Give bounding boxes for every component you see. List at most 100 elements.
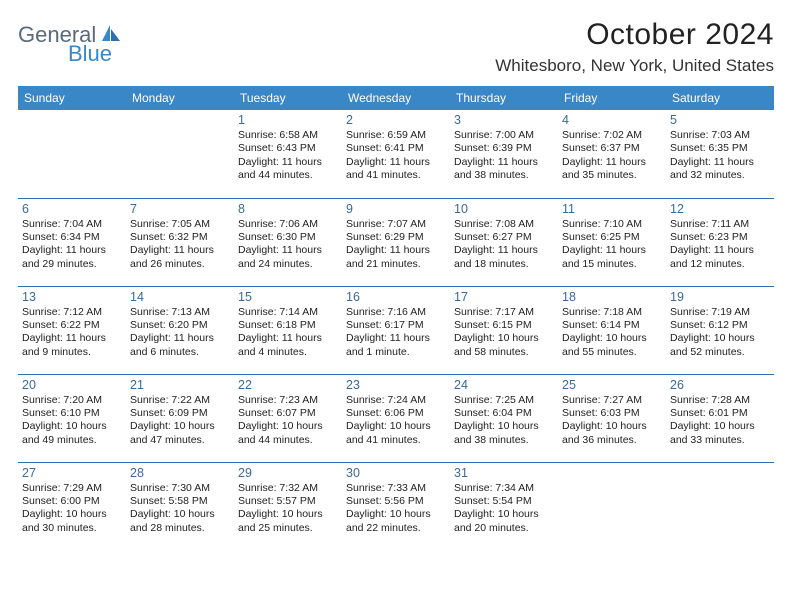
day-number: 17 [454, 290, 554, 304]
col-sunday: Sunday [18, 86, 126, 110]
daylight-text: Daylight: 10 hours and 20 minutes. [454, 508, 554, 535]
day-number: 20 [22, 378, 122, 392]
daylight-text: Daylight: 10 hours and 49 minutes. [22, 420, 122, 447]
sunrise-text: Sunrise: 7:17 AM [454, 306, 554, 319]
sunset-text: Sunset: 6:37 PM [562, 142, 662, 155]
day-details: Sunrise: 7:07 AMSunset: 6:29 PMDaylight:… [346, 218, 446, 272]
sunrise-text: Sunrise: 7:24 AM [346, 394, 446, 407]
calendar-cell: 2Sunrise: 6:59 AMSunset: 6:41 PMDaylight… [342, 110, 450, 198]
sunrise-text: Sunrise: 7:23 AM [238, 394, 338, 407]
day-details: Sunrise: 7:03 AMSunset: 6:35 PMDaylight:… [670, 129, 770, 183]
day-details: Sunrise: 6:59 AMSunset: 6:41 PMDaylight:… [346, 129, 446, 183]
calendar-cell: 11 Sunrise: 7:10 AMSunset: 6:25 PMDayligh… [558, 198, 666, 286]
sunset-text: Sunset: 6:22 PM [22, 319, 122, 332]
day-number: 6 [22, 202, 122, 216]
daylight-text: Daylight: 11 hours and 32 minutes. [670, 156, 770, 183]
sunset-text: Sunset: 6:17 PM [346, 319, 446, 332]
calendar-cell: 30Sunrise: 7:33 AMSunset: 5:56 PMDayligh… [342, 462, 450, 550]
sunset-text: Sunset: 6:39 PM [454, 142, 554, 155]
logo-text-blue: Blue [68, 41, 112, 66]
sunset-text: Sunset: 5:56 PM [346, 495, 446, 508]
day-number: 10 [454, 202, 554, 216]
day-details: Sunrise: 7:18 AMSunset: 6:14 PMDaylight:… [562, 306, 662, 360]
daylight-text: Daylight: 11 hours and 24 minutes. [238, 244, 338, 271]
day-number: 25 [562, 378, 662, 392]
sunset-text: Sunset: 5:54 PM [454, 495, 554, 508]
calendar-cell: 27Sunrise: 7:29 AMSunset: 6:00 PMDayligh… [18, 462, 126, 550]
sunset-text: Sunset: 6:12 PM [670, 319, 770, 332]
day-number: 27 [22, 466, 122, 480]
calendar-cell [558, 462, 666, 550]
calendar-body: 1Sunrise: 6:58 AMSunset: 6:43 PMDaylight… [18, 110, 774, 550]
day-number: 11 [562, 202, 662, 216]
calendar-cell: 19 Sunrise: 7:19 AMSunset: 6:12 PMDayligh… [666, 286, 774, 374]
day-number: 8 [238, 202, 338, 216]
calendar-cell: 20 Sunrise: 7:20 AMSunset: 6:10 PMDayligh… [18, 374, 126, 462]
day-details: Sunrise: 7:20 AMSunset: 6:10 PMDaylight:… [22, 394, 122, 448]
sunrise-text: Sunrise: 6:59 AM [346, 129, 446, 142]
sunrise-text: Sunrise: 7:14 AM [238, 306, 338, 319]
day-details: Sunrise: 7:08 AMSunset: 6:27 PMDaylight:… [454, 218, 554, 272]
day-details: Sunrise: 7:13 AMSunset: 6:20 PMDaylight:… [130, 306, 230, 360]
day-details: Sunrise: 7:19 AMSunset: 6:12 PMDaylight:… [670, 306, 770, 360]
calendar-cell: 3Sunrise: 7:00 AMSunset: 6:39 PMDaylight… [450, 110, 558, 198]
calendar-cell: 29Sunrise: 7:32 AMSunset: 5:57 PMDayligh… [234, 462, 342, 550]
calendar-cell: 1Sunrise: 6:58 AMSunset: 6:43 PMDaylight… [234, 110, 342, 198]
sunset-text: Sunset: 6:29 PM [346, 231, 446, 244]
calendar-cell [18, 110, 126, 198]
calendar-cell: 24Sunrise: 7:25 AMSunset: 6:04 PMDayligh… [450, 374, 558, 462]
day-number: 15 [238, 290, 338, 304]
day-details: Sunrise: 7:30 AMSunset: 5:58 PMDaylight:… [130, 482, 230, 536]
day-number: 7 [130, 202, 230, 216]
calendar-cell: 25 Sunrise: 7:27 AMSunset: 6:03 PMDayligh… [558, 374, 666, 462]
sunrise-text: Sunrise: 7:00 AM [454, 129, 554, 142]
col-friday: Friday [558, 86, 666, 110]
calendar-table: Sunday Monday Tuesday Wednesday Thursday… [18, 86, 774, 550]
sunset-text: Sunset: 5:58 PM [130, 495, 230, 508]
day-details: Sunrise: 7:10 AMSunset: 6:25 PMDaylight:… [562, 218, 662, 272]
daylight-text: Daylight: 10 hours and 25 minutes. [238, 508, 338, 535]
day-number: 13 [22, 290, 122, 304]
location-text: Whitesboro, New York, United States [495, 56, 774, 76]
day-number: 3 [454, 113, 554, 127]
day-number: 19 [670, 290, 770, 304]
calendar-cell: 31Sunrise: 7:34 AMSunset: 5:54 PMDayligh… [450, 462, 558, 550]
sunset-text: Sunset: 6:27 PM [454, 231, 554, 244]
page-header: General October 2024 Whitesboro, New Yor… [18, 18, 774, 76]
day-details: Sunrise: 7:16 AMSunset: 6:17 PMDaylight:… [346, 306, 446, 360]
day-details: Sunrise: 7:05 AMSunset: 6:32 PMDaylight:… [130, 218, 230, 272]
daylight-text: Daylight: 11 hours and 9 minutes. [22, 332, 122, 359]
day-details: Sunrise: 7:12 AMSunset: 6:22 PMDaylight:… [22, 306, 122, 360]
sunset-text: Sunset: 6:01 PM [670, 407, 770, 420]
sunset-text: Sunset: 6:14 PM [562, 319, 662, 332]
sunrise-text: Sunrise: 7:22 AM [130, 394, 230, 407]
day-details: Sunrise: 7:22 AMSunset: 6:09 PMDaylight:… [130, 394, 230, 448]
sunset-text: Sunset: 6:04 PM [454, 407, 554, 420]
day-number: 16 [346, 290, 446, 304]
day-details: Sunrise: 7:27 AMSunset: 6:03 PMDaylight:… [562, 394, 662, 448]
daylight-text: Daylight: 11 hours and 44 minutes. [238, 156, 338, 183]
sunrise-text: Sunrise: 7:16 AM [346, 306, 446, 319]
day-details: Sunrise: 7:11 AMSunset: 6:23 PMDaylight:… [670, 218, 770, 272]
sunrise-text: Sunrise: 7:13 AM [130, 306, 230, 319]
sunrise-text: Sunrise: 7:20 AM [22, 394, 122, 407]
daylight-text: Daylight: 11 hours and 15 minutes. [562, 244, 662, 271]
sunset-text: Sunset: 6:32 PM [130, 231, 230, 244]
calendar-cell: 18 Sunrise: 7:18 AMSunset: 6:14 PMDayligh… [558, 286, 666, 374]
sunset-text: Sunset: 6:25 PM [562, 231, 662, 244]
calendar-cell: 14 Sunrise: 7:13 AMSunset: 6:20 PMDayligh… [126, 286, 234, 374]
day-number: 18 [562, 290, 662, 304]
calendar-row: 13 Sunrise: 7:12 AMSunset: 6:22 PMDayligh… [18, 286, 774, 374]
day-details: Sunrise: 7:23 AMSunset: 6:07 PMDaylight:… [238, 394, 338, 448]
day-number: 14 [130, 290, 230, 304]
day-number: 23 [346, 378, 446, 392]
calendar-cell: 9Sunrise: 7:07 AMSunset: 6:29 PMDaylight… [342, 198, 450, 286]
day-details: Sunrise: 7:32 AMSunset: 5:57 PMDaylight:… [238, 482, 338, 536]
col-saturday: Saturday [666, 86, 774, 110]
day-details: Sunrise: 7:14 AMSunset: 6:18 PMDaylight:… [238, 306, 338, 360]
sunrise-text: Sunrise: 7:27 AM [562, 394, 662, 407]
sunrise-text: Sunrise: 7:08 AM [454, 218, 554, 231]
daylight-text: Daylight: 11 hours and 21 minutes. [346, 244, 446, 271]
day-number: 24 [454, 378, 554, 392]
daylight-text: Daylight: 11 hours and 18 minutes. [454, 244, 554, 271]
